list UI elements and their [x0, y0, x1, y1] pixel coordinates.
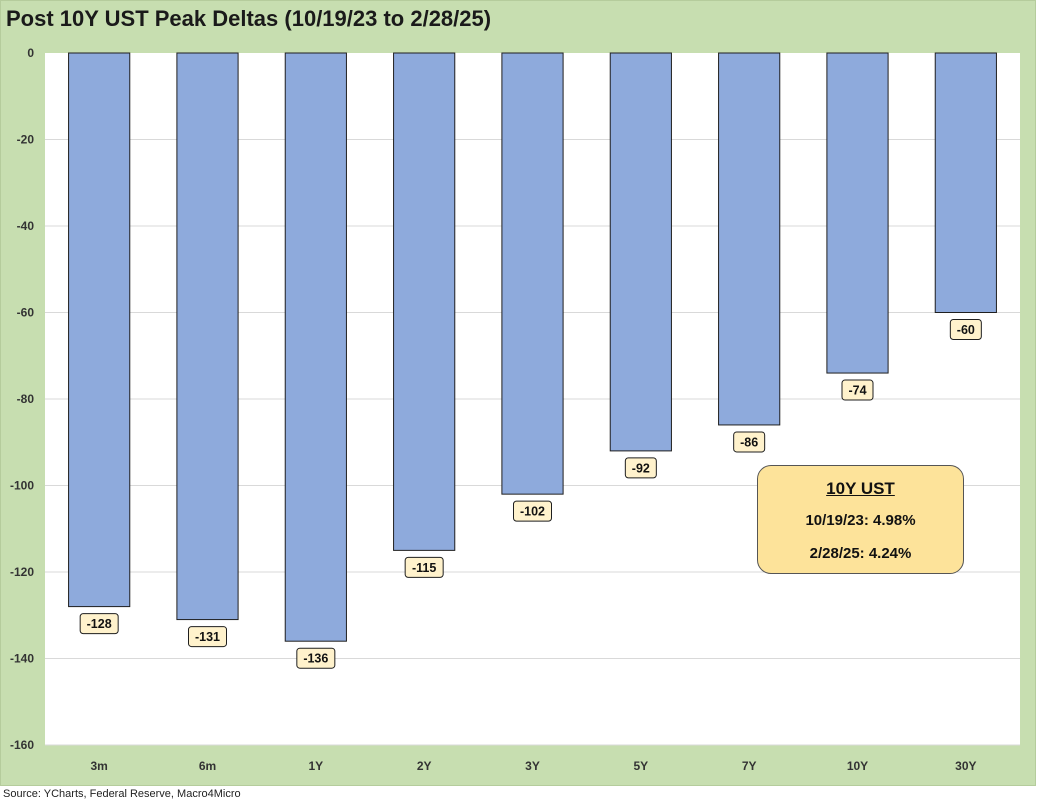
data-label: -115 — [412, 561, 436, 575]
x-tick-label: 10Y — [847, 759, 868, 773]
bar — [393, 52, 456, 551]
y-tick-label: -80 — [17, 392, 35, 406]
x-tick-label: 3m — [90, 759, 107, 773]
annotation-line-1: 10/19/23: 4.98% — [805, 512, 916, 529]
data-label-box — [513, 500, 552, 522]
bar — [176, 52, 239, 621]
bar — [609, 52, 672, 452]
data-label-box — [949, 319, 982, 340]
x-tick-label: 2Y — [417, 759, 432, 773]
bar — [284, 52, 347, 642]
y-tick-label: -100 — [10, 479, 34, 493]
bar-chart: 0 -20 -40 -60 -80 -100 -120 -140 -160 3m 6m 1Y 2Y 3Y… — [10, 46, 1020, 773]
chart-title: Post 10Y UST Peak Deltas (10/19/23 to 2/… — [6, 6, 492, 31]
data-label-box — [841, 379, 874, 401]
x-tick-label: 1Y — [308, 759, 323, 773]
data-label: -92 — [632, 461, 650, 475]
y-tick-label: -60 — [17, 306, 35, 320]
data-label-box — [188, 626, 227, 648]
data-label: -102 — [520, 505, 545, 519]
bar — [826, 52, 889, 374]
y-tick-label: -160 — [10, 738, 34, 752]
bar — [718, 52, 781, 426]
bar — [934, 52, 997, 313]
data-label: -131 — [195, 630, 220, 644]
y-tick-label: -40 — [17, 219, 35, 233]
x-tick-label: 3Y — [525, 759, 540, 773]
data-label: -60 — [957, 323, 975, 337]
bar — [68, 52, 131, 608]
y-tick-label: -120 — [10, 565, 34, 579]
data-label: -86 — [740, 435, 758, 449]
y-tick-label: -20 — [17, 133, 35, 147]
y-axis-tick-labels: 0 -20 -40 -60 -80 -100 -120 -140 -160 — [10, 46, 34, 752]
data-label-box — [733, 431, 766, 453]
x-tick-label: 5Y — [633, 759, 648, 773]
data-label: -74 — [848, 384, 866, 398]
data-label: -128 — [87, 617, 112, 631]
x-axis-tick-labels: 3m 6m 1Y 2Y 3Y 5Y 7Y 10Y 30Y — [90, 759, 976, 773]
x-tick-label: 6m — [199, 759, 216, 773]
data-label-box — [296, 647, 336, 669]
x-tick-label: 30Y — [955, 759, 976, 773]
data-label-box — [404, 556, 444, 578]
data-label-box — [624, 457, 657, 479]
data-labels: -128 -131 -136 -115 -102 -92 -86 -74 -60 — [79, 319, 982, 669]
source-note: Source: YCharts, Federal Reserve, Macro4… — [3, 788, 241, 800]
bar — [501, 52, 564, 495]
x-tick-label: 7Y — [742, 759, 757, 773]
bars — [68, 52, 997, 642]
annotation-title: 10Y UST — [826, 479, 895, 498]
y-tick-label: -140 — [10, 652, 34, 666]
data-label: -136 — [303, 652, 328, 666]
data-label-box — [79, 613, 119, 635]
annotation-box: 10Y UST 10/19/23: 4.98% 2/28/25: 4.24% — [757, 465, 964, 574]
annotation-line-2: 2/28/25: 4.24% — [809, 545, 912, 562]
y-tick-label: 0 — [27, 46, 34, 60]
